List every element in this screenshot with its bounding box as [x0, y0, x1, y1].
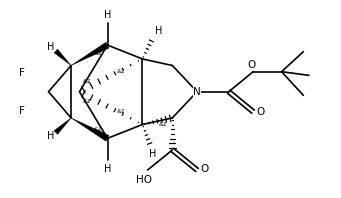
Text: N: N	[193, 87, 201, 97]
Text: &1: &1	[117, 109, 126, 114]
Polygon shape	[71, 118, 109, 141]
Text: H: H	[104, 164, 111, 174]
Text: &1: &1	[82, 99, 91, 104]
Text: HO: HO	[136, 175, 152, 186]
Text: H: H	[47, 131, 54, 141]
Text: O: O	[247, 60, 255, 70]
Polygon shape	[71, 42, 109, 66]
Text: F: F	[19, 106, 25, 116]
Text: &1: &1	[93, 128, 102, 132]
Text: O: O	[256, 107, 264, 117]
Text: &1: &1	[159, 122, 168, 127]
Text: &1: &1	[93, 51, 102, 56]
Text: H: H	[47, 42, 54, 52]
Text: F: F	[19, 68, 25, 78]
Text: O: O	[200, 164, 208, 174]
Polygon shape	[54, 118, 71, 134]
Text: &1: &1	[82, 79, 91, 84]
Text: &1: &1	[117, 69, 126, 74]
Text: H: H	[155, 26, 162, 36]
Polygon shape	[54, 49, 71, 66]
Text: H: H	[104, 10, 111, 20]
Text: H: H	[149, 149, 156, 159]
